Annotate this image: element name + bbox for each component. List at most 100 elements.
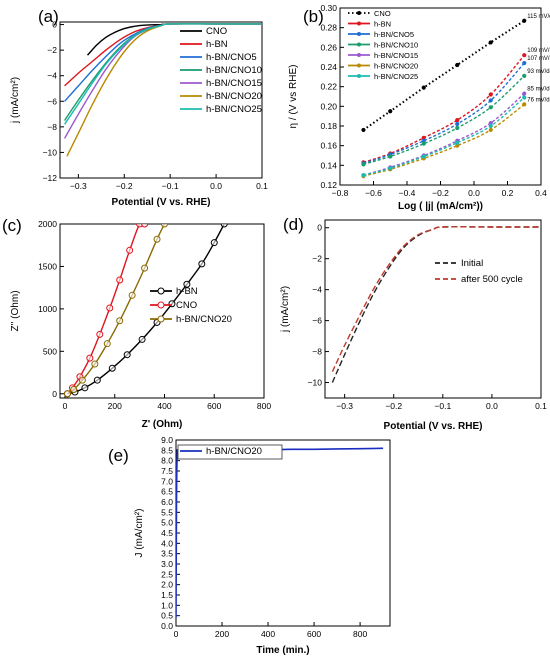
slope-annotation: 76 mV/dec — [527, 97, 550, 103]
x-tick-label: −0.6 — [365, 188, 382, 198]
legend-entry: h-BN/CNO20 — [206, 446, 262, 457]
y-tick-label: 4.5 — [161, 528, 173, 538]
y-axis-label: J (mA/cm²) — [134, 509, 145, 558]
y-tick-label: 0.30 — [320, 3, 337, 13]
panel-label: (e) — [108, 446, 129, 465]
data-point — [160, 224, 168, 228]
data-point — [421, 141, 426, 146]
y-tick-label: 2000 — [38, 219, 57, 229]
legend-marker — [357, 42, 361, 47]
x-tick-label: 0.1 — [256, 181, 268, 191]
data-point — [522, 18, 527, 23]
data-point — [488, 127, 493, 133]
data-point — [138, 335, 146, 343]
x-tick-label: 800 — [353, 629, 367, 639]
x-tick-label: −0.8 — [332, 188, 349, 198]
panel-label: (c) — [2, 216, 22, 235]
panel-d: −0.3 −0.2 −0.1 0.0 0.1 −10 −8 −6 −4 −2 0 Potential … — [280, 215, 547, 432]
legend: h-BN CNO h-BN/CNO20 — [150, 286, 232, 325]
y-tick-label: 0.14 — [320, 160, 337, 170]
y-tick-label: 4.0 — [161, 538, 173, 548]
y-tick-label: −10 — [43, 147, 58, 157]
x-tick-label: 400 — [157, 401, 171, 411]
y-tick-label: −2 — [47, 45, 57, 55]
data-point — [421, 85, 426, 90]
data-point — [361, 162, 366, 167]
y-tick-label: −8 — [312, 347, 322, 357]
y-tick-label: 0 — [317, 223, 322, 233]
y-tick-label: 2.5 — [161, 569, 173, 579]
x-tick-label: −0.3 — [336, 401, 353, 411]
data-point — [522, 91, 527, 96]
series-line-h-bn-cno25 — [363, 96, 525, 176]
data-point — [455, 121, 460, 127]
x-tick-label: 200 — [215, 629, 229, 639]
legend-entry: h-BN — [206, 39, 228, 50]
x-tick-label: −0.4 — [399, 188, 416, 198]
y-tick-label: 9.0 — [161, 435, 173, 445]
data-point — [488, 40, 493, 45]
legend: CNO h-BN h-BN/CNO5 h-BN/CNO10 h-BN/CNO15 h-BN… — [180, 26, 262, 115]
data-point — [91, 360, 99, 368]
y-tick-label: 3.0 — [161, 559, 173, 569]
y-tick-label: 500 — [43, 346, 57, 356]
series-line-h-bn-cno20 — [176, 447, 384, 618]
legend-entry: h-BN/CNO20 — [374, 62, 418, 71]
data-point — [183, 280, 191, 288]
data-point — [96, 330, 104, 338]
x-tick-label: 0 — [63, 401, 68, 411]
panel-b: −0.8 −0.6 −0.4 −0.2 0.0 0.2 0.4 0.12 0.14 0.16 0.1… — [288, 3, 550, 212]
data-point — [153, 235, 161, 243]
legend-marker — [357, 74, 361, 78]
plot-frame — [175, 439, 391, 627]
data-point — [488, 105, 493, 110]
data-point — [70, 386, 78, 394]
legend-marker — [357, 53, 361, 57]
legend-marker — [357, 63, 361, 68]
data-point — [81, 384, 89, 392]
data-point — [210, 239, 218, 247]
panel-a: −0.3 −0.2 −0.1 0.0 0.1 −12 −10 −8 −6 −4 −2 0 Potenti… — [10, 7, 268, 208]
y-tick-label: 0.28 — [320, 23, 337, 33]
y-axis-label: j (mA/cm²) — [10, 77, 21, 124]
legend-entry: h-BN/CNO5 — [206, 52, 257, 63]
y-axis-label: j (mA/cm²) — [280, 286, 291, 333]
panel-label: (a) — [38, 7, 59, 26]
data-point — [388, 109, 393, 114]
legend-marker — [357, 21, 361, 26]
legend-entry: after 500 cycle — [461, 274, 523, 285]
data-point — [136, 224, 144, 228]
data-point — [522, 73, 527, 78]
slope-annotation: 93 mV/dec — [527, 69, 550, 75]
y-tick-label: −10 — [308, 378, 323, 388]
y-tick-label: −4 — [312, 285, 322, 295]
plot-frame — [339, 7, 542, 186]
x-tick-label: −0.2 — [432, 188, 449, 198]
y-tick-label: 6.0 — [161, 497, 173, 507]
y-tick-label: 0.16 — [320, 141, 337, 151]
x-tick-label: 0.0 — [210, 181, 222, 191]
slope-annotation: 107 mV/dec — [527, 56, 550, 62]
y-tick-label: 0.22 — [320, 82, 337, 92]
data-point — [388, 166, 393, 171]
data-point — [108, 364, 116, 372]
legend-entry: h-BN/CNO20 — [176, 314, 232, 325]
plot-frame — [324, 219, 542, 399]
x-tick-label: 200 — [108, 401, 122, 411]
x-tick-label: 0.1 — [535, 401, 547, 411]
legend-entry: h-BN/CNO5 — [374, 30, 414, 39]
legend-entry: h-BN/CNO10 — [206, 65, 262, 76]
x-axis-label: Time (min.) — [256, 645, 309, 656]
panel-label: (b) — [303, 7, 324, 26]
series-line-h-bn-cno20 — [363, 103, 525, 177]
x-tick-label: 600 — [207, 401, 221, 411]
data-point — [455, 125, 460, 131]
series-group — [63, 224, 228, 398]
y-tick-label: 0 — [52, 389, 57, 399]
panel-c: 0 200 400 600 800 0 500 1000 1500 2000 Z' (Ohm) Z''… — [2, 216, 271, 430]
y-axis-label: Z'' (Ohm) — [10, 290, 21, 331]
y-tick-label: 5.5 — [161, 507, 173, 517]
y-tick-label: −6 — [312, 316, 322, 326]
series-group — [361, 18, 527, 179]
y-tick-label: 0 — [52, 20, 57, 30]
